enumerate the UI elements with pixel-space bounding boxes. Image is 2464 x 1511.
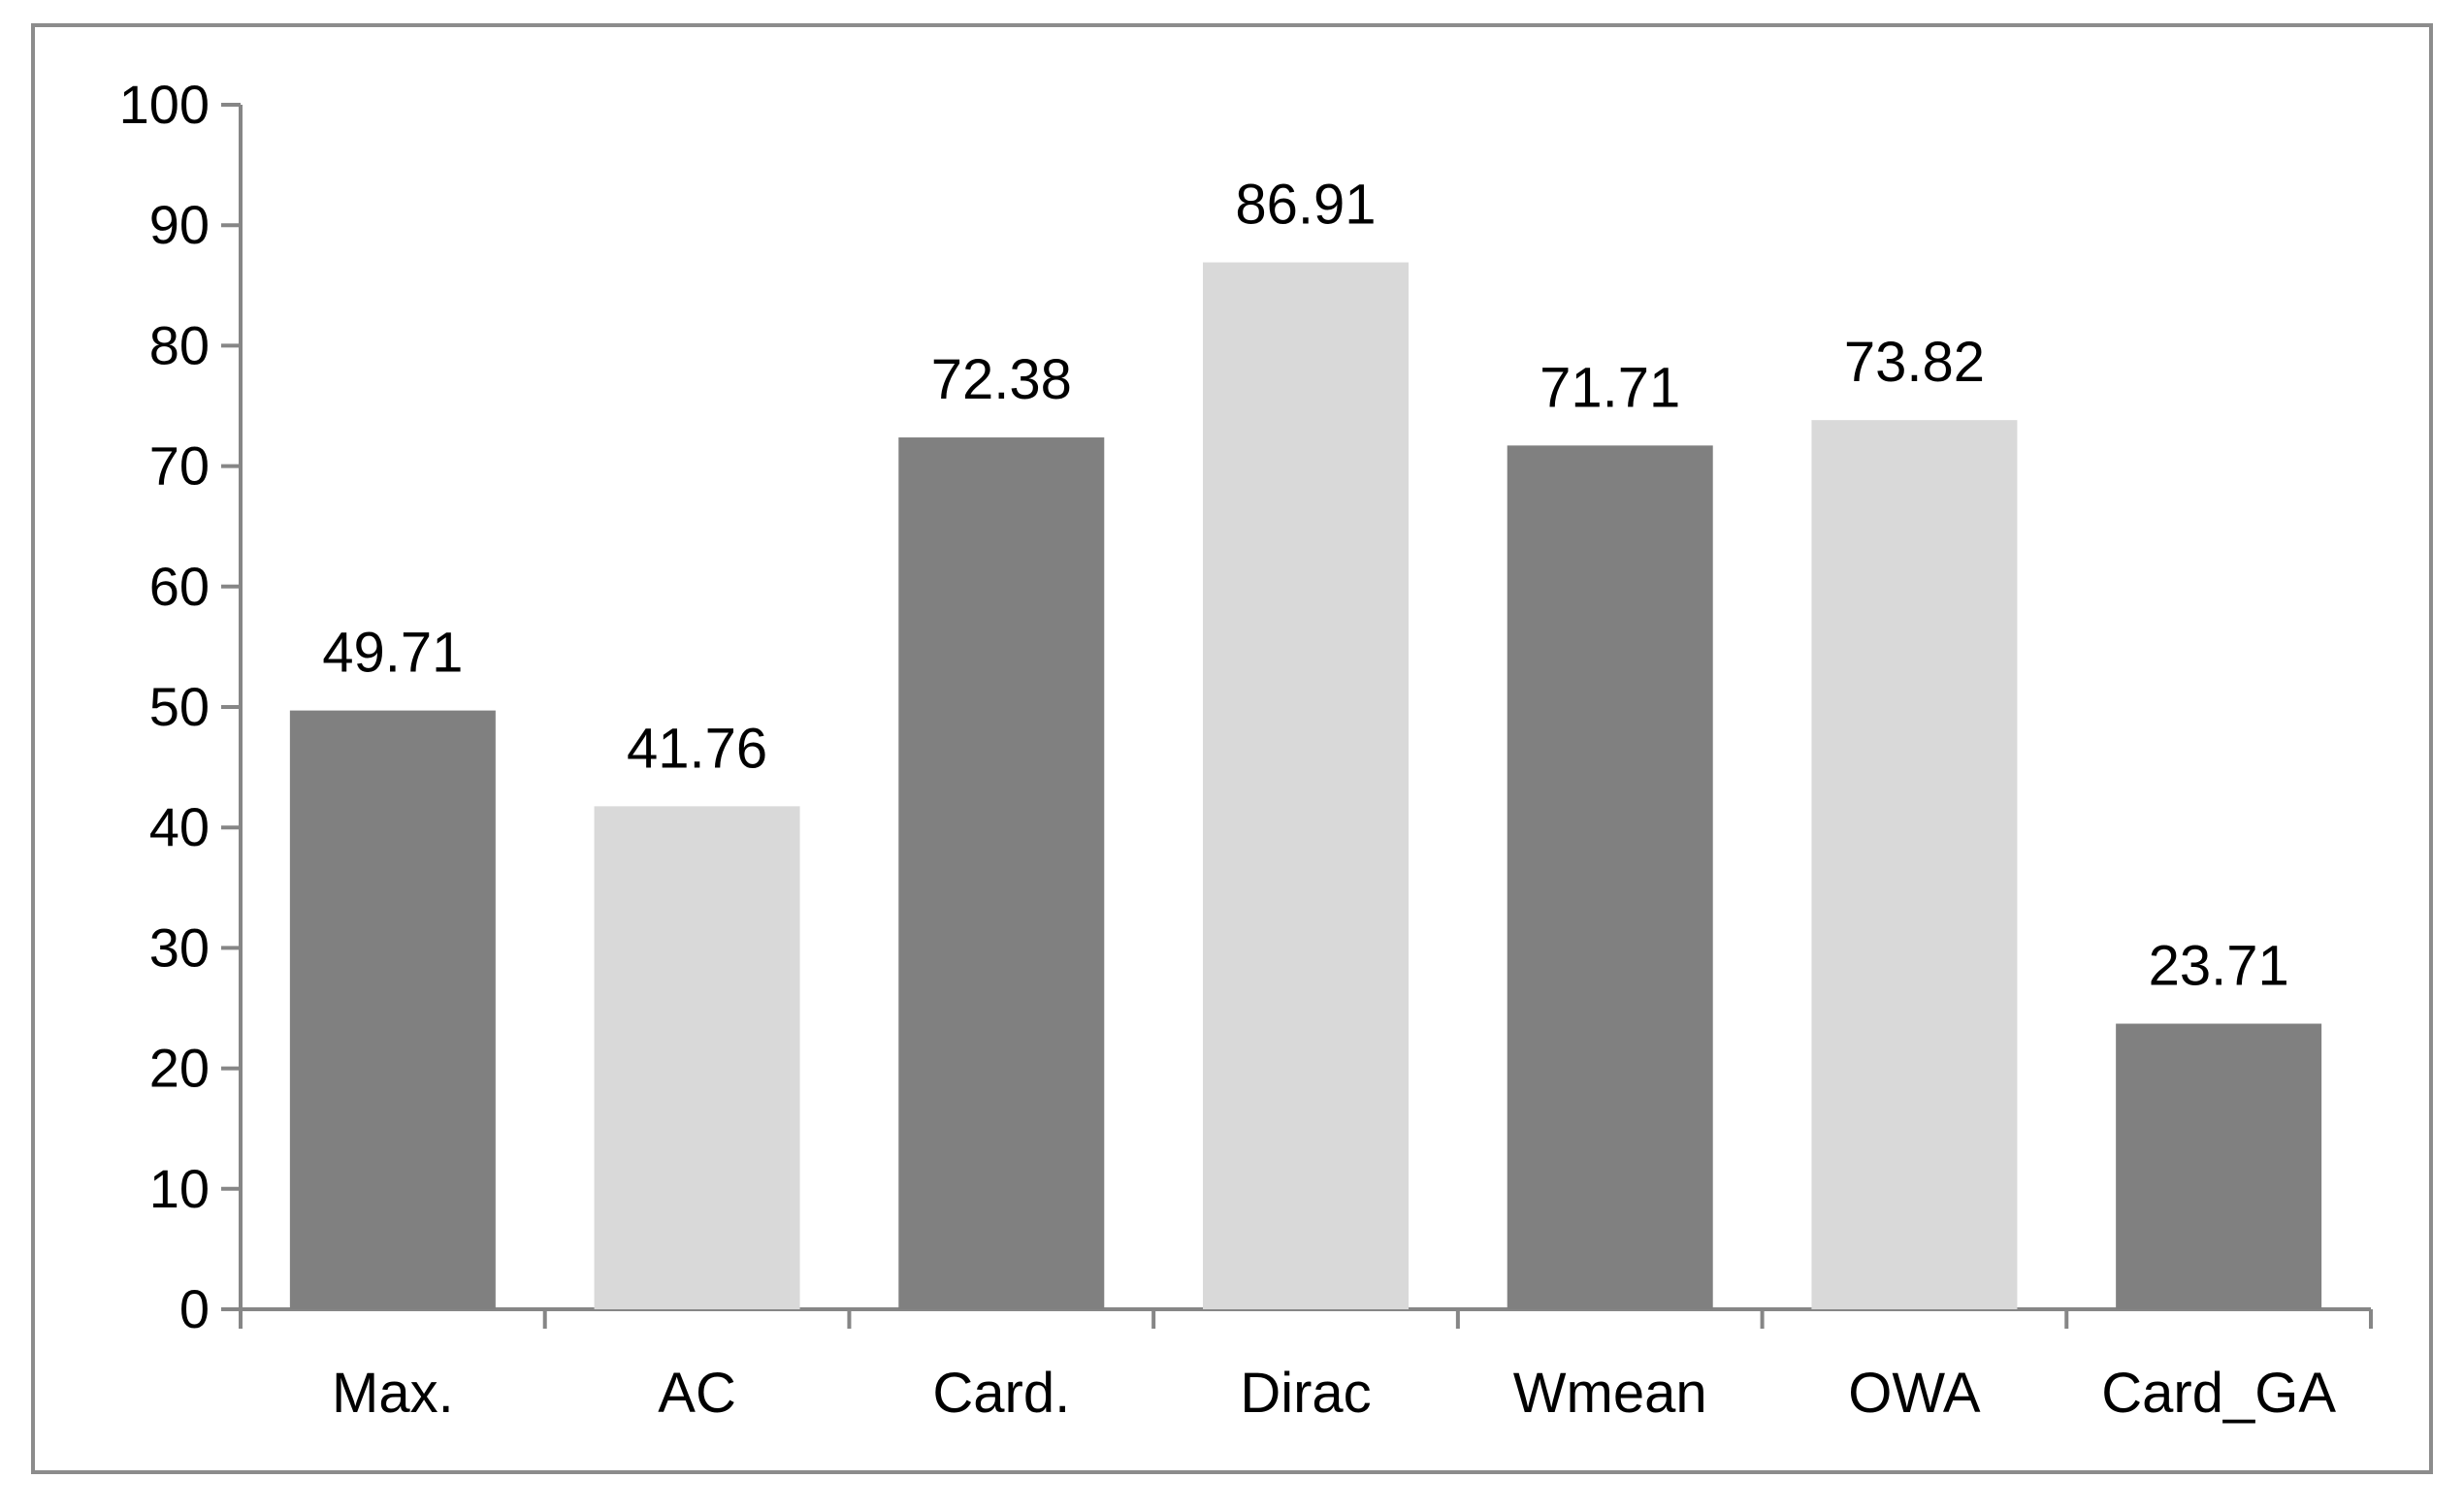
y-tick-label: 70 xyxy=(149,435,210,497)
bar-card xyxy=(898,437,1105,1309)
y-tick-label: 60 xyxy=(149,556,210,617)
y-tick-label: 20 xyxy=(149,1038,210,1099)
y-tick-label: 50 xyxy=(149,676,210,737)
bar-card-ga xyxy=(2116,1023,2322,1309)
bar-value-label: 86.91 xyxy=(1235,174,1376,237)
y-tick-label: 40 xyxy=(149,796,210,857)
bar-value-label: 72.38 xyxy=(931,348,1072,411)
x-category-label: AC xyxy=(658,1362,736,1425)
x-category-label: OWA xyxy=(1848,1362,1981,1425)
y-tick-label: 30 xyxy=(149,916,210,978)
x-category-label: Wmean xyxy=(1513,1362,1707,1425)
x-category-label: Max. xyxy=(332,1362,454,1425)
x-category-label: Card. xyxy=(932,1362,1070,1425)
bar-value-label: 73.82 xyxy=(1844,331,1985,394)
bar-ac xyxy=(594,806,800,1309)
y-axis: 0 10 20 30 40 50 60 70 80 90 100 xyxy=(119,74,243,1339)
y-tick-label: 0 xyxy=(179,1278,210,1339)
y-tick-label: 100 xyxy=(119,74,210,135)
bar-max xyxy=(289,710,496,1309)
x-category-label: Dirac xyxy=(1240,1362,1371,1425)
bar-value-label: 71.71 xyxy=(1540,356,1680,419)
bar-dirac xyxy=(1203,262,1409,1310)
x-axis: Max. AC Card. Dirac Wmean OWA Card_GA xyxy=(239,1307,2373,1425)
bar-value-label: 23.71 xyxy=(2149,935,2289,998)
bars xyxy=(289,262,2322,1310)
bar-value-label: 41.76 xyxy=(627,717,767,780)
y-tick-label: 80 xyxy=(149,314,210,375)
bar-owa xyxy=(1811,420,2018,1309)
bar-value-label: 49.71 xyxy=(322,622,463,685)
x-category-label: Card_GA xyxy=(2101,1362,2336,1425)
y-tick-label: 90 xyxy=(149,194,210,255)
y-tick-label: 10 xyxy=(149,1158,210,1219)
bar-wmean xyxy=(1507,445,1713,1309)
data-labels: 49.71 41.76 72.38 86.91 71.71 73.82 23.71 xyxy=(322,174,2288,998)
